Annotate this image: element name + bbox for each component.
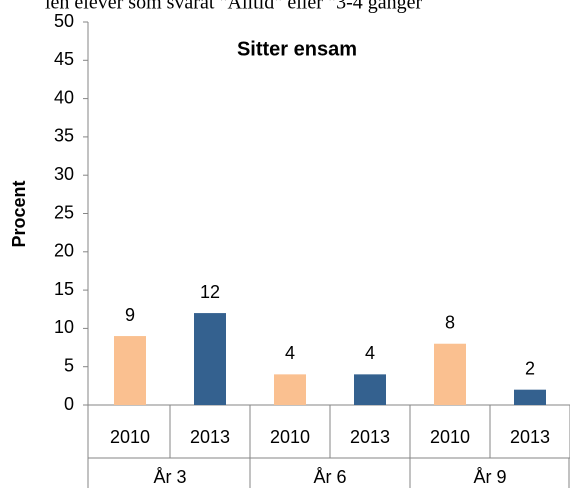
y-axis-label: Procent bbox=[9, 180, 29, 247]
y-tick-label: 50 bbox=[54, 11, 74, 31]
x-tick-label: 2013 bbox=[510, 427, 550, 447]
data-label: 12 bbox=[200, 282, 220, 302]
bar bbox=[514, 389, 546, 405]
y-tick-label: 45 bbox=[54, 49, 74, 69]
y-tick-label: 5 bbox=[64, 355, 74, 375]
x-tick-label: 2013 bbox=[350, 427, 390, 447]
group-label: År 3 bbox=[153, 467, 186, 487]
y-tick-label: 0 bbox=[64, 394, 74, 414]
y-tick-label: 15 bbox=[54, 279, 74, 299]
bar bbox=[114, 336, 146, 405]
y-tick-label: 10 bbox=[54, 317, 74, 337]
header-text: len elever som svarat "Alltid" eller "3-… bbox=[45, 0, 422, 14]
bar bbox=[434, 343, 466, 405]
y-tick-label: 25 bbox=[54, 202, 74, 222]
y-tick-label: 40 bbox=[54, 87, 74, 107]
x-tick-label: 2010 bbox=[270, 427, 310, 447]
group-label: År 9 bbox=[473, 467, 506, 487]
data-label: 9 bbox=[125, 305, 135, 325]
y-tick-label: 20 bbox=[54, 241, 74, 261]
x-tick-label: 2010 bbox=[110, 427, 150, 447]
bar bbox=[274, 374, 306, 405]
x-tick-label: 2013 bbox=[190, 427, 230, 447]
data-label: 8 bbox=[445, 312, 455, 332]
y-tick-label: 30 bbox=[54, 164, 74, 184]
data-label: 4 bbox=[285, 343, 295, 363]
chart-title: Sitter ensam bbox=[237, 38, 357, 60]
x-tick-label: 2010 bbox=[430, 427, 470, 447]
data-label: 4 bbox=[365, 343, 375, 363]
data-label: 2 bbox=[525, 358, 535, 378]
bar bbox=[354, 374, 386, 405]
group-label: År 6 bbox=[313, 467, 346, 487]
y-tick-label: 35 bbox=[54, 126, 74, 146]
bar bbox=[194, 313, 226, 405]
